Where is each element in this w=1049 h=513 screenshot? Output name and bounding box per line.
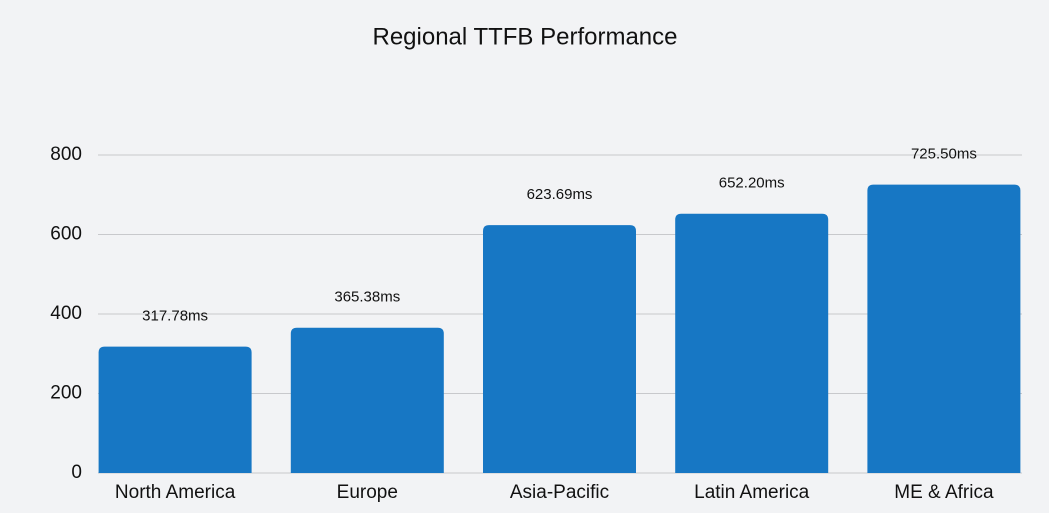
x-tick-label: ME & Africa bbox=[894, 482, 994, 503]
chart-title: Regional TTFB Performance bbox=[372, 23, 677, 50]
y-tick-label: 200 bbox=[50, 383, 82, 404]
y-tick-label: 0 bbox=[71, 462, 82, 483]
y-tick-label: 600 bbox=[50, 224, 82, 245]
y-tick-label: 800 bbox=[50, 144, 82, 165]
bar bbox=[675, 213, 829, 474]
x-tick-label: Europe bbox=[337, 482, 398, 503]
bar bbox=[98, 346, 252, 473]
value-label: 652.20ms bbox=[719, 175, 785, 192]
bar bbox=[867, 184, 1021, 473]
y-tick-label: 400 bbox=[50, 303, 82, 324]
value-label: 317.78ms bbox=[142, 308, 208, 325]
x-tick-label: Latin America bbox=[694, 482, 810, 503]
bar bbox=[483, 225, 636, 473]
value-label: 365.38ms bbox=[334, 289, 400, 306]
value-label: 725.50ms bbox=[911, 146, 977, 163]
value-label: 623.69ms bbox=[527, 186, 593, 203]
x-tick-label: North America bbox=[115, 482, 236, 503]
bar bbox=[290, 327, 444, 473]
x-tick-label: Asia-Pacific bbox=[510, 482, 609, 503]
